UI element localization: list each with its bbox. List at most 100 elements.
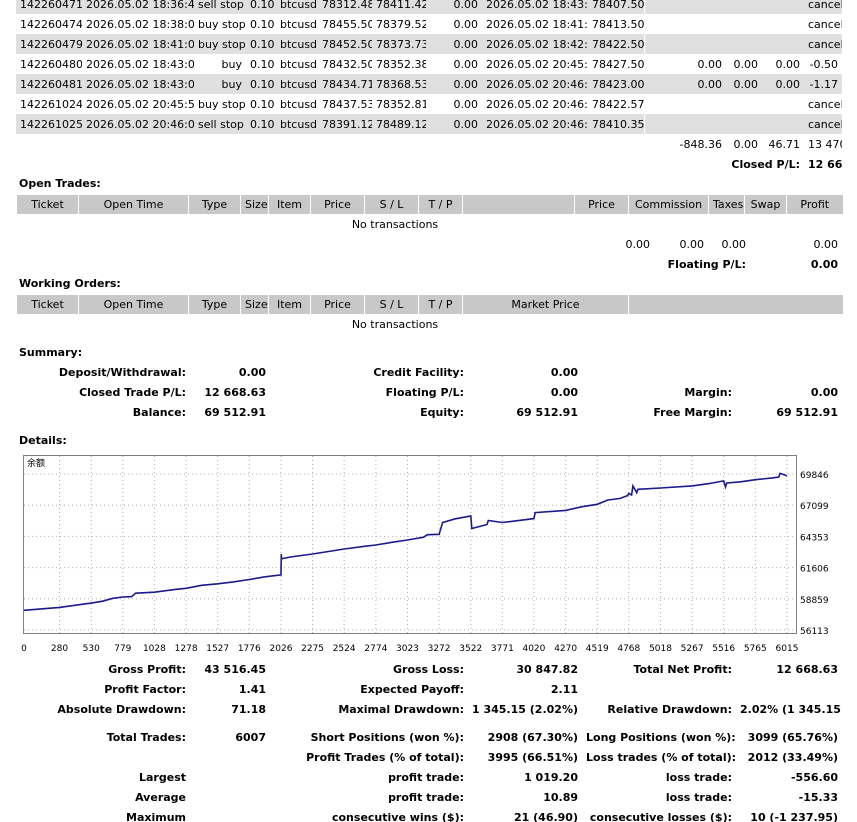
short-positions-label: Short Positions (won %): <box>310 730 464 744</box>
maximum-label: Maximum <box>126 810 186 822</box>
working-orders-header-6: S / L <box>364 295 419 314</box>
total-trades-label: Total Trades: <box>106 730 186 744</box>
absolute-drawdown-label: Absolute Drawdown: <box>57 702 186 716</box>
closed-cell-open-time: 2026.05.02 20:45:58 <box>86 97 194 111</box>
table-row: 142260481 2026.05.02 18:43:08 buy 0.10 btcus… <box>16 74 842 94</box>
open-trades-header-10: Commission <box>628 195 709 214</box>
closed-cell-close-price: 78413.50 <box>592 17 644 31</box>
closed-cell-sl: 78352.38 <box>376 57 426 71</box>
chart-y-tick-label: 69846 <box>800 471 829 481</box>
expected-payoff-value: 2.11 <box>550 682 578 696</box>
chart-series-line <box>23 472 788 612</box>
closed-cell-commission <box>643 94 726 114</box>
working-orders-header-0: Ticket <box>16 295 79 314</box>
chart-x-tick-label: 2275 <box>301 644 324 653</box>
open-trades-totals: 0.00 0.00 0.00 0.00 Floating P/L: 0.00 <box>16 234 842 274</box>
working-orders-header-2: Type <box>188 295 241 314</box>
open-total-commission: 0.00 <box>625 237 651 251</box>
credit-label: Credit Facility: <box>373 365 464 379</box>
margin-value: 0.00 <box>810 385 838 399</box>
working-orders-header-3: Size <box>240 295 269 314</box>
closed-cell-swap <box>762 94 804 114</box>
closed-cell-sl: 78489.12 <box>372 114 426 134</box>
closed-cell-profit: -0.50 <box>809 57 838 71</box>
table-row: 142261025 2026.05.02 20:46:01 sell stop 0.1… <box>16 114 842 134</box>
closed-cell-price: 78452.50 <box>318 34 372 54</box>
closed-cell-size: 0.10 <box>246 0 276 14</box>
closed-pl-row: Closed P/L: 12 668.63 <box>16 154 842 174</box>
details-title: Details: <box>19 434 67 447</box>
gross-loss-value: 30 847.82 <box>516 662 578 676</box>
closed-cell-profit: cancelled <box>808 17 842 31</box>
closed-cell-commission <box>643 114 726 134</box>
closed-cell-profit: cancelled <box>804 0 842 14</box>
table-row: 142260474 2026.05.02 18:38:01 buy stop 0.10… <box>16 14 842 34</box>
summary-floating-label: Floating P/L: <box>385 385 464 399</box>
open-trades-header-9: Price <box>574 195 629 214</box>
open-trades-header-2: Type <box>188 195 241 214</box>
working-orders-header-4: Item <box>268 295 311 314</box>
chart-x-tick-label: 5516 <box>712 644 735 653</box>
closed-total-profit: 13 470.28 <box>808 137 842 151</box>
closed-cell-type: sell stop <box>194 0 246 14</box>
closed-cell-profit: -1.17 <box>804 74 842 94</box>
closed-cell-item: btcusd <box>276 74 318 94</box>
closed-cell-size: 0.10 <box>246 114 276 134</box>
largest-loss-value: -556.60 <box>790 770 838 784</box>
chart-x-tick-label: 1028 <box>143 644 166 653</box>
closed-cell-close-time: 2026.05.02 20:46:00 <box>482 74 588 94</box>
closed-pl-value: 12 668.63 <box>808 157 842 171</box>
closed-cell-close-price: 78427.50 <box>592 57 644 71</box>
profit-factor-label: Profit Factor: <box>104 682 186 696</box>
closed-cell-commission: 0.00 <box>644 74 726 94</box>
open-trades-title: Open Trades: <box>19 177 101 190</box>
deposit-value: 0.00 <box>238 365 266 379</box>
equity-label: Equity: <box>420 405 464 419</box>
max-losses-value: 10 (-1 237.95) <box>750 810 838 822</box>
closed-cell-tp: 0.00 <box>453 97 479 111</box>
closed-total-swap: 46.71 <box>768 137 801 151</box>
closed-cell-type: buy stop <box>198 17 246 31</box>
balance-label: Balance: <box>132 405 186 419</box>
table-row: 142260479 2026.05.02 18:41:01 buy stop 0.10… <box>16 34 842 54</box>
balance-value: 69 512.91 <box>204 405 266 419</box>
open-trades-header-12: Swap <box>744 195 787 214</box>
chart-x-tick-label: 3771 <box>491 644 514 653</box>
open-trades-header-8 <box>462 195 575 214</box>
chart-y-tick-label: 61606 <box>800 565 829 575</box>
average-profit-label: profit trade: <box>388 790 464 804</box>
closed-cell-ticket: 142260481 <box>16 74 82 94</box>
open-trades-header-6: S / L <box>364 195 419 214</box>
closed-cell-ticket: 142260471 <box>16 0 82 14</box>
closed-cell-commission: 0.00 <box>697 57 723 71</box>
closed-cell-ticket: 142261025 <box>16 114 82 134</box>
profit-factor-value: 1.41 <box>238 682 266 696</box>
maximal-drawdown-value: 1 345.15 (2.02%) <box>472 702 578 716</box>
chart-x-tick-label: 5267 <box>681 644 704 653</box>
loss-trades-label: Loss trades (% of total): <box>586 750 736 764</box>
max-wins-value: 21 (46.90) <box>514 810 578 822</box>
closed-cell-open-time: 2026.05.02 20:46:01 <box>82 114 194 134</box>
closed-cell-open-time: 2026.05.02 18:36:48 <box>82 0 194 14</box>
closed-trade-pl-label: Closed Trade P/L: <box>79 385 186 399</box>
working-orders-header-7: T / P <box>418 295 463 314</box>
closed-cell-open-time: 2026.05.02 18:38:01 <box>86 17 194 31</box>
relative-drawdown-label: Relative Drawdown: <box>607 702 732 716</box>
closed-cell-swap <box>762 0 804 14</box>
closed-cell-type: buy <box>194 74 246 94</box>
closed-cell-taxes: 0.00 <box>733 57 759 71</box>
closed-cell-close-price: 78422.50 <box>588 34 644 54</box>
closed-cell-swap: 0.00 <box>775 57 801 71</box>
largest-loss-label: loss trade: <box>665 770 732 784</box>
closed-cell-tp: 0.00 <box>453 57 479 71</box>
balance-chart-svg: 0 280 530 779 1028 1278 1527 1776 2026 2275 2524 27… <box>21 455 829 654</box>
long-positions-value: 3099 (65.76%) <box>747 730 838 744</box>
table-row: 142261024 2026.05.02 20:45:58 buy stop 0.10… <box>16 94 842 114</box>
chart-x-tick-label: 4519 <box>586 644 609 653</box>
chart-x-tick-label: 5018 <box>649 644 672 653</box>
largest-profit-label: profit trade: <box>388 770 464 784</box>
closed-cell-type: buy <box>221 57 242 71</box>
closed-cell-item: btcusd <box>276 34 318 54</box>
closed-cell-taxes <box>726 94 762 114</box>
closed-cell-item: btcusd <box>280 57 318 71</box>
